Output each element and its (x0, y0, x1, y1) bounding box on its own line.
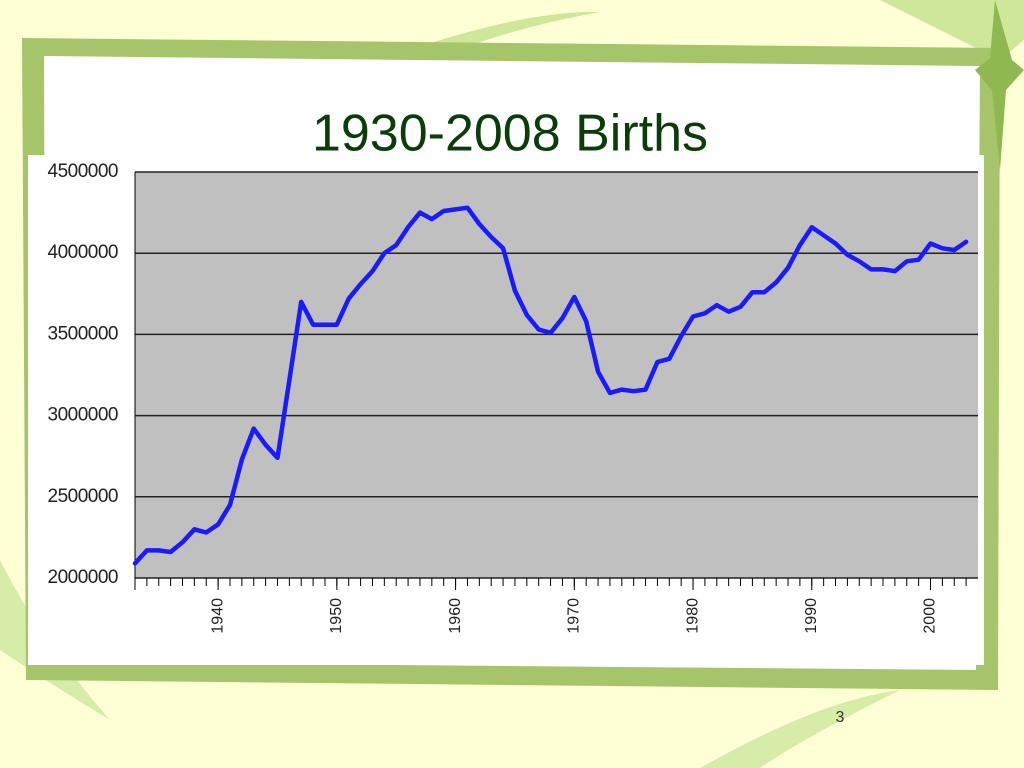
x-tick-label: 1950 (328, 598, 345, 634)
y-tick-label: 2000000 (48, 567, 118, 588)
x-tick-label: 1960 (447, 598, 464, 634)
y-tick-label: 4500000 (48, 161, 118, 182)
y-tick-label: 2500000 (48, 486, 118, 507)
page-number: 3 (836, 709, 845, 726)
x-tick-label: 1990 (803, 598, 820, 634)
y-tick-label: 3500000 (48, 323, 118, 344)
y-tick-label: 3000000 (48, 405, 118, 426)
line-series (132, 205, 969, 566)
y-tick-label: 4000000 (48, 242, 118, 263)
decoration (0, 560, 110, 720)
x-tick-label: 1970 (566, 598, 583, 634)
decoration (880, 0, 1024, 60)
decoration (700, 690, 900, 768)
x-tick-label: 2000 (922, 598, 939, 634)
plot-area (135, 172, 978, 578)
decoration (975, 0, 1024, 170)
chart-title: 1930-2008 Births (312, 105, 708, 163)
x-tick-label: 1980 (684, 598, 701, 634)
x-tick-label: 1940 (209, 598, 226, 634)
